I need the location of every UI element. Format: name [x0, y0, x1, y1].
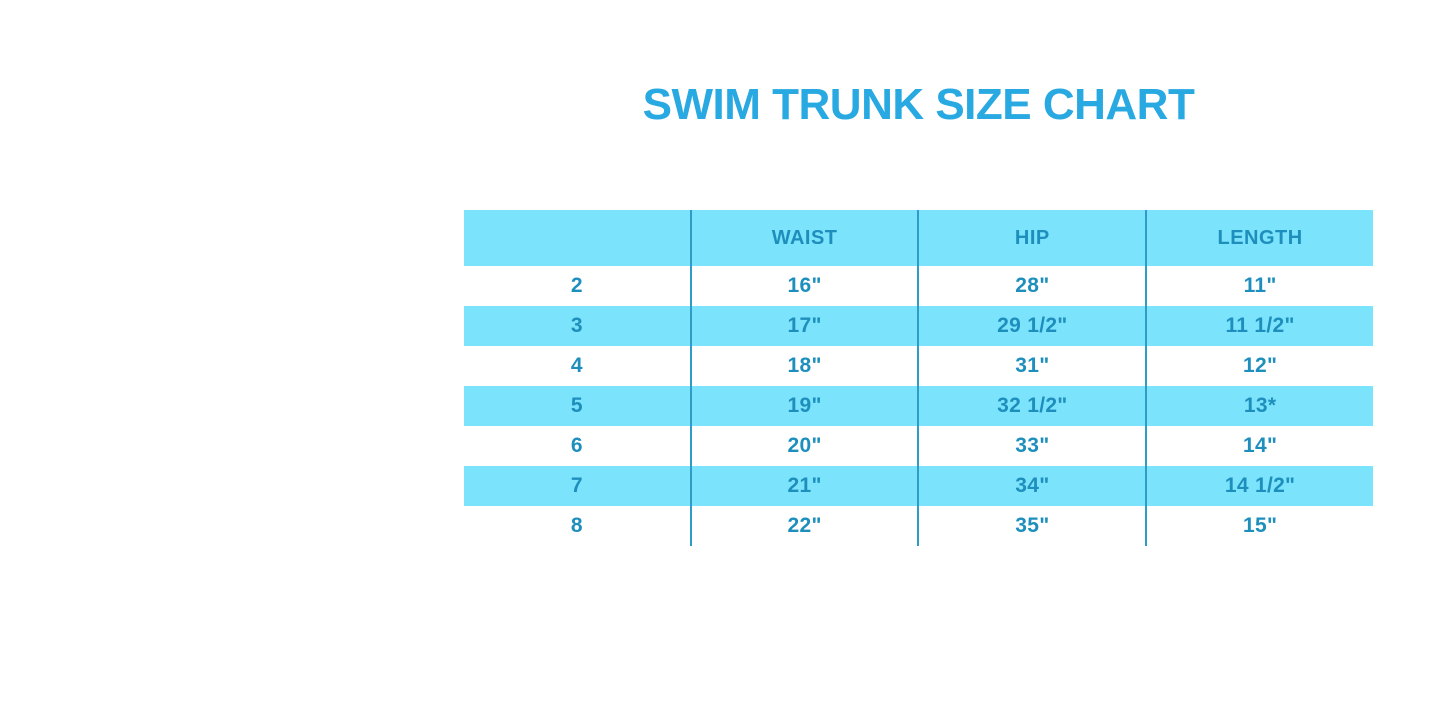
table-header-row: WAIST HIP LENGTH	[464, 210, 1373, 266]
table-row-size-8: 8 22" 35" 15"	[464, 506, 1373, 546]
cell-length: 11"	[1145, 266, 1373, 306]
cell-size: 6	[570, 434, 583, 457]
cell-size: 2	[570, 274, 583, 297]
cell-waist: 20"	[689, 426, 919, 466]
cell-waist: 18"	[689, 346, 919, 386]
table-row-size-6: 6 20" 33" 14"	[464, 426, 1373, 466]
header-size	[464, 210, 691, 266]
cell-hip: 29 1/2"	[917, 306, 1147, 346]
cell-length: 11 1/2"	[1145, 306, 1373, 346]
cell-length: 13*	[1145, 386, 1373, 426]
cell-waist: 16"	[689, 266, 919, 306]
cell-length: 14"	[1145, 426, 1373, 466]
table-row-size-7: 7 21" 34" 14 1/2"	[464, 466, 1373, 506]
header-length: LENGTH	[1145, 210, 1373, 266]
size-chart-table: WAIST HIP LENGTH 2 16" 28" 11" 3 17" 29 …	[464, 210, 1373, 546]
cell-size: 7	[570, 474, 583, 497]
cell-length: 12"	[1145, 346, 1373, 386]
cell-hip: 32 1/2"	[917, 386, 1147, 426]
cell-length: 14 1/2"	[1145, 466, 1373, 506]
table-row-size-5: 5 19" 32 1/2" 13*	[464, 386, 1373, 426]
cell-hip: 31"	[917, 346, 1147, 386]
header-waist: WAIST	[689, 210, 919, 266]
cell-hip: 33"	[917, 426, 1147, 466]
cell-waist: 17"	[689, 306, 919, 346]
cell-length: 15"	[1145, 506, 1373, 546]
cell-waist: 21"	[689, 466, 919, 506]
cell-waist: 22"	[689, 506, 919, 546]
cell-size: 3	[570, 314, 583, 337]
table-row-size-3: 3 17" 29 1/2" 11 1/2"	[464, 306, 1373, 346]
cell-hip: 28"	[917, 266, 1147, 306]
cell-hip: 35"	[917, 506, 1147, 546]
cell-size: 8	[570, 514, 583, 537]
cell-waist: 19"	[689, 386, 919, 426]
header-hip: HIP	[917, 210, 1147, 266]
page-title: SWIM TRUNK SIZE CHART	[642, 80, 1195, 129]
cell-size: 4	[570, 354, 583, 377]
table-row-size-2: 2 16" 28" 11"	[464, 266, 1373, 306]
table-row-size-4: 4 18" 31" 12"	[464, 346, 1373, 386]
cell-size: 5	[570, 394, 583, 417]
cell-hip: 34"	[917, 466, 1147, 506]
